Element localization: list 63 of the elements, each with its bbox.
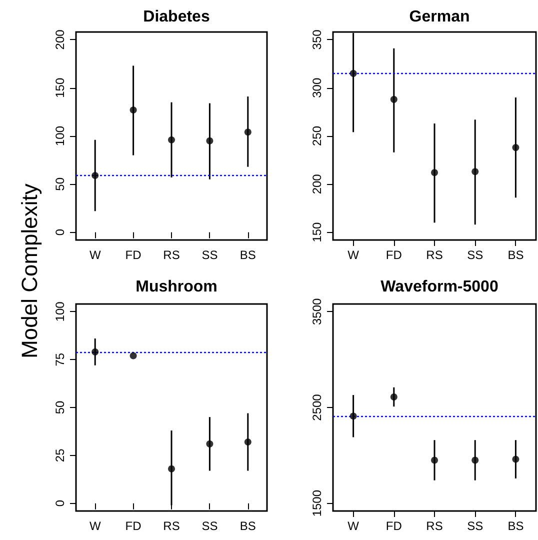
x-tick-label: BS — [508, 248, 524, 262]
x-tick-label: RS — [163, 248, 180, 262]
point — [92, 348, 99, 356]
y-tick-label: 75 — [53, 352, 67, 366]
x-tick-label: W — [89, 519, 102, 533]
y-tick-label: 0 — [53, 228, 67, 236]
point — [431, 456, 438, 464]
point — [350, 412, 357, 420]
point — [92, 172, 99, 179]
y-tick-label: 50 — [53, 177, 67, 191]
x-tick-label: W — [89, 248, 102, 262]
y-tick-label: 1500 — [310, 490, 324, 517]
point — [512, 144, 520, 152]
point — [390, 96, 398, 103]
chart-title: Waveform-5000 — [380, 278, 498, 296]
x-tick-label: FD — [386, 519, 402, 533]
point — [206, 137, 214, 144]
point — [512, 456, 520, 463]
point — [472, 456, 479, 464]
x-tick-label: RS — [163, 519, 180, 533]
point — [168, 465, 175, 472]
x-tick-label: FD — [386, 248, 402, 262]
y-tick-label: 3500 — [310, 298, 324, 326]
point — [244, 438, 252, 446]
y-tick-label: 50 — [53, 400, 67, 414]
point — [431, 169, 438, 176]
x-tick-label: SS — [202, 248, 218, 262]
point — [472, 168, 479, 176]
x-tick-label: W — [348, 248, 360, 262]
x-tick-label: SS — [467, 519, 484, 533]
y-axis-title: Model Complexity — [17, 182, 43, 360]
x-tick-label: BS — [240, 248, 256, 262]
point — [244, 128, 252, 136]
x-tick-label: BS — [240, 519, 256, 533]
y-tick-label: 100 — [53, 301, 67, 322]
y-tick-label: 300 — [310, 78, 324, 98]
y-tick-label: 200 — [53, 29, 67, 50]
y-tick-label: 150 — [310, 222, 324, 242]
y-tick-label: 200 — [310, 174, 324, 194]
y-tick-label: 100 — [53, 126, 67, 146]
x-tick-label: RS — [426, 519, 443, 533]
chart-title: Mushroom — [136, 278, 218, 296]
y-tick-label: 2500 — [310, 394, 324, 421]
point — [130, 106, 137, 114]
x-tick-label: FD — [125, 248, 142, 262]
x-tick-label: RS — [426, 248, 443, 262]
y-tick-label: 150 — [53, 78, 67, 98]
point — [350, 70, 357, 77]
point — [206, 440, 214, 448]
y-tick-label: 350 — [310, 29, 324, 50]
point — [390, 393, 398, 400]
y-tick-label: 25 — [53, 448, 67, 462]
point — [130, 352, 137, 360]
chart-title: Diabetes — [143, 8, 210, 26]
y-tick-label: 0 — [53, 500, 67, 507]
point — [168, 136, 175, 144]
y-tick-label: 250 — [310, 126, 324, 146]
x-tick-label: BS — [508, 519, 524, 533]
chart-title: German — [409, 8, 470, 26]
x-tick-label: SS — [202, 519, 218, 533]
x-tick-label: W — [348, 519, 360, 533]
x-tick-label: SS — [467, 248, 484, 262]
x-tick-label: FD — [125, 519, 142, 533]
